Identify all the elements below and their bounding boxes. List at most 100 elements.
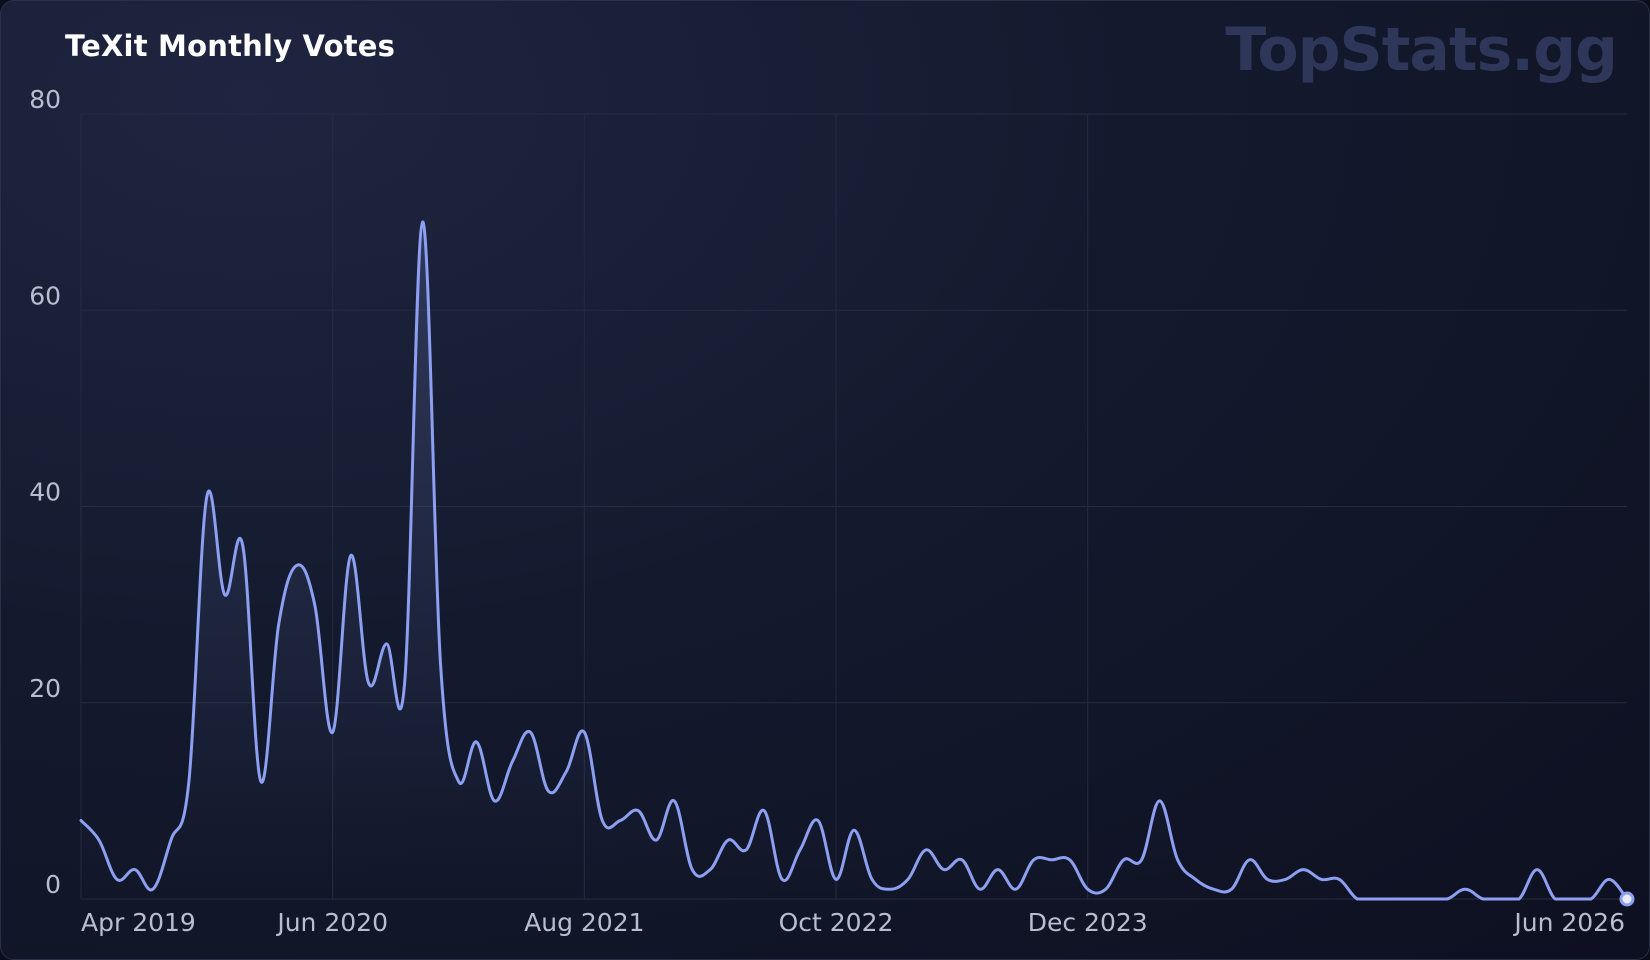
data-point — [331, 730, 335, 734]
data-point — [169, 838, 173, 842]
data-point — [1427, 897, 1431, 901]
x-tick-label: Jun 2026 — [1512, 908, 1625, 937]
data-point — [870, 877, 874, 881]
data-point — [1499, 897, 1503, 901]
data-point — [672, 799, 676, 803]
data-point — [528, 730, 532, 734]
data-point — [79, 819, 83, 823]
data-point — [564, 769, 568, 773]
data-point — [1283, 877, 1287, 881]
data-point — [1176, 858, 1180, 862]
data-point — [888, 887, 892, 891]
data-point — [1068, 858, 1072, 862]
data-point — [690, 868, 694, 872]
data-point — [906, 877, 910, 881]
data-point — [1373, 897, 1377, 901]
data-point — [1140, 858, 1144, 862]
data-point — [97, 838, 101, 842]
last-point-marker[interactable] — [1619, 891, 1635, 907]
y-tick-label: 80 — [29, 85, 61, 114]
data-point — [133, 868, 137, 872]
x-tick-label: Aug 2021 — [524, 908, 644, 937]
data-point — [1104, 887, 1108, 891]
data-point — [474, 740, 478, 744]
y-tick-label: 40 — [29, 478, 61, 507]
data-point — [1571, 897, 1575, 901]
data-point — [1032, 858, 1036, 862]
data-point — [1607, 877, 1611, 881]
data-point — [1409, 897, 1413, 901]
data-point — [924, 848, 928, 852]
data-point — [1194, 877, 1198, 881]
data-point — [1535, 868, 1539, 872]
data-point — [223, 593, 227, 597]
data-point — [457, 779, 461, 783]
data-point — [421, 220, 425, 224]
data-point — [636, 809, 640, 813]
y-tick-label: 20 — [29, 674, 61, 703]
data-point — [205, 495, 209, 499]
data-point — [403, 681, 407, 685]
data-point — [996, 868, 1000, 872]
data-point — [313, 603, 317, 607]
x-tick-label: Dec 2023 — [1028, 908, 1148, 937]
data-point — [798, 848, 802, 852]
data-point — [151, 887, 155, 891]
data-point — [582, 730, 586, 734]
x-axis-ticks: Apr 2019 Jun 2020 Aug 2021 Oct 2022 Dec 2023… — [81, 908, 1625, 937]
data-point — [1086, 887, 1090, 891]
data-point — [1319, 877, 1323, 881]
data-point — [510, 760, 514, 764]
data-point — [978, 887, 982, 891]
data-point — [780, 877, 784, 881]
x-tick-label: Apr 2019 — [81, 908, 196, 937]
data-point — [385, 642, 389, 646]
data-point — [942, 868, 946, 872]
data-point — [1122, 858, 1126, 862]
data-point — [187, 779, 191, 783]
data-point — [816, 819, 820, 823]
data-point — [1014, 887, 1018, 891]
data-point — [744, 848, 748, 852]
chart-title: TeXit Monthly Votes — [65, 29, 396, 63]
data-point — [600, 819, 604, 823]
series-area — [81, 221, 1627, 899]
brand-watermark: TopStats.gg — [1225, 15, 1618, 85]
data-point — [618, 819, 622, 823]
data-point — [1445, 897, 1449, 901]
data-point — [654, 838, 658, 842]
data-point — [259, 779, 263, 783]
y-tick-label: 60 — [29, 281, 61, 310]
data-point — [439, 662, 443, 666]
data-point — [1517, 897, 1521, 901]
data-point — [852, 828, 856, 832]
data-point — [1391, 897, 1395, 901]
data-point — [349, 554, 353, 558]
x-tick-label: Oct 2022 — [779, 908, 894, 937]
x-tick-label: Jun 2020 — [275, 908, 388, 937]
data-point — [1463, 887, 1467, 891]
data-point — [367, 681, 371, 685]
data-point — [726, 838, 730, 842]
data-point — [1355, 897, 1359, 901]
data-point — [241, 544, 245, 548]
data-point — [1230, 887, 1234, 891]
data-point — [1212, 887, 1216, 891]
series-line — [79, 220, 1629, 901]
data-point — [708, 868, 712, 872]
data-point — [1337, 877, 1341, 881]
data-point — [115, 877, 119, 881]
data-point — [1301, 868, 1305, 872]
data-point — [1050, 858, 1054, 862]
data-point — [1158, 799, 1162, 803]
data-point — [277, 622, 281, 626]
data-point — [834, 877, 838, 881]
data-point — [1265, 877, 1269, 881]
data-point — [960, 858, 964, 862]
y-tick-label: 0 — [45, 870, 61, 899]
y-axis-ticks: 0 20 40 60 80 — [29, 85, 61, 899]
data-point — [492, 799, 496, 803]
data-point — [1589, 897, 1593, 901]
